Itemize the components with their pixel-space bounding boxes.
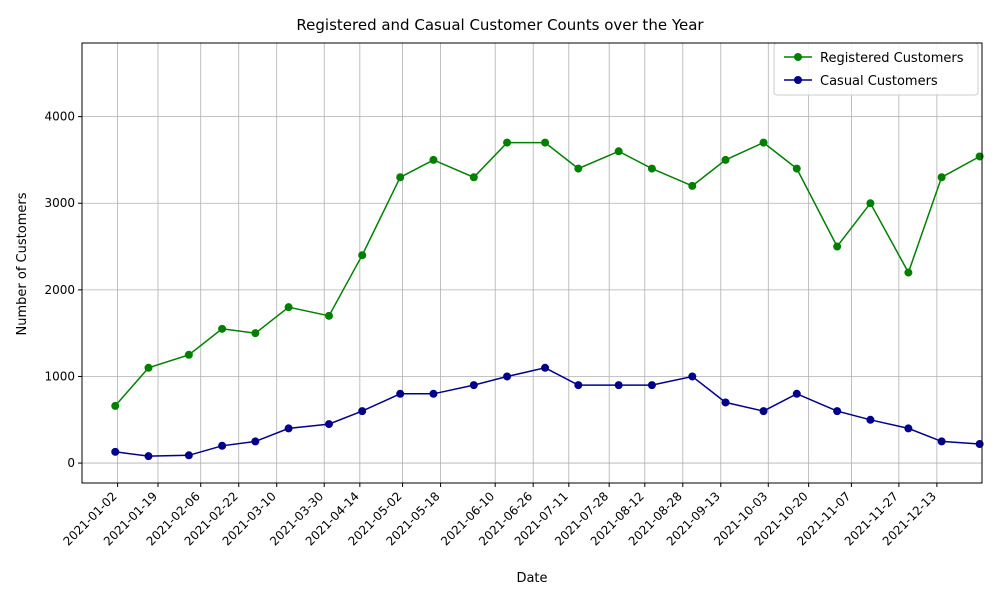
- data-point: [866, 199, 875, 208]
- data-point: [324, 311, 333, 320]
- y-tick-label: 3000: [44, 196, 75, 210]
- data-point: [904, 268, 913, 277]
- data-point: [429, 389, 438, 398]
- data-point: [251, 437, 260, 446]
- data-point: [937, 437, 946, 446]
- y-tick-label: 1000: [44, 369, 75, 383]
- data-point: [469, 173, 478, 182]
- data-point: [218, 441, 227, 450]
- data-point: [937, 173, 946, 182]
- data-point: [218, 324, 227, 333]
- data-point: [833, 407, 842, 416]
- grid: [82, 43, 982, 483]
- data-point: [503, 138, 512, 147]
- data-point: [396, 389, 405, 398]
- data-point: [184, 350, 193, 359]
- y-tick-label: 2000: [44, 283, 75, 297]
- data-point: [647, 164, 656, 173]
- data-point: [574, 164, 583, 173]
- y-tick-label: 0: [67, 456, 75, 470]
- legend-marker-registered: [794, 53, 802, 61]
- data-point: [792, 389, 801, 398]
- data-point: [358, 407, 367, 416]
- data-point: [721, 155, 730, 164]
- data-point: [429, 155, 438, 164]
- data-point: [144, 452, 153, 461]
- plot-frame: [81, 42, 983, 484]
- data-point: [184, 451, 193, 460]
- data-point: [688, 372, 697, 381]
- data-point: [614, 381, 623, 390]
- data-point: [358, 251, 367, 260]
- data-point: [759, 407, 768, 416]
- x-axis-label: Date: [516, 571, 547, 586]
- legend-marker-casual: [794, 76, 802, 84]
- data-point: [541, 138, 550, 147]
- legend-label-casual: Casual Customers: [820, 74, 938, 89]
- data-point: [541, 363, 550, 372]
- data-point: [324, 420, 333, 429]
- data-point: [866, 415, 875, 424]
- data-point: [111, 447, 120, 456]
- data-point: [469, 381, 478, 390]
- data-point: [833, 242, 842, 251]
- data-point: [284, 303, 293, 312]
- data-point: [396, 173, 405, 182]
- data-point: [503, 372, 512, 381]
- data-point: [904, 424, 913, 433]
- data-point: [251, 329, 260, 338]
- data-point: [792, 164, 801, 173]
- y-tick-label: 4000: [44, 110, 75, 124]
- data-point: [614, 147, 623, 156]
- data-point: [111, 401, 120, 410]
- data-point: [144, 363, 153, 372]
- data-point: [574, 381, 583, 390]
- data-point: [647, 381, 656, 390]
- legend: Registered Customers Casual Customers: [773, 42, 979, 96]
- data-point: [688, 181, 697, 190]
- data-point: [759, 138, 768, 147]
- plot-area: [111, 138, 984, 461]
- data-point: [284, 424, 293, 433]
- y-axis-label: Number of Customers: [15, 192, 30, 335]
- data-point: [721, 398, 730, 407]
- legend-label-registered: Registered Customers: [820, 51, 964, 66]
- chart-title: Registered and Casual Customer Counts ov…: [296, 16, 704, 34]
